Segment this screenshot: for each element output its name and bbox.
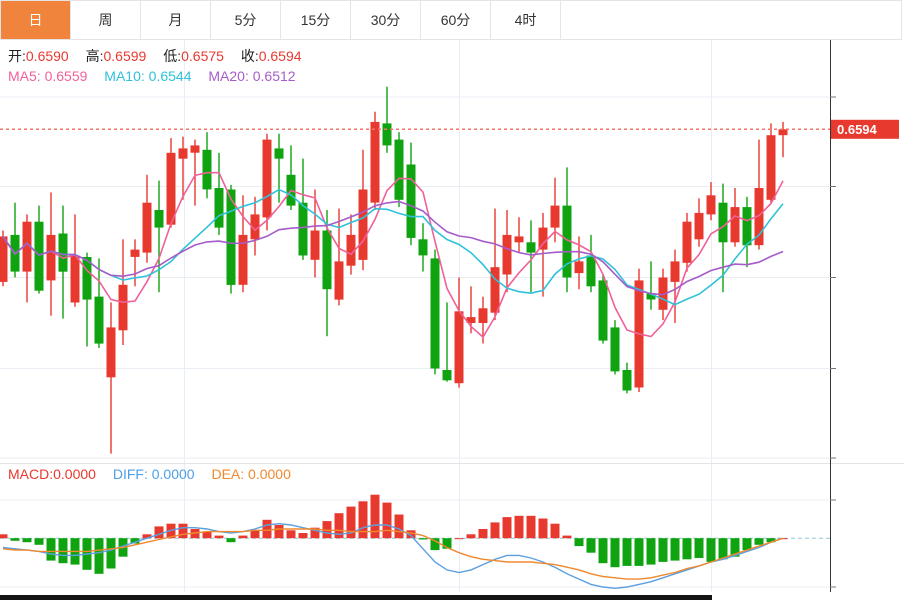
ma20-line [2,200,784,296]
last-price-tag: 0.6594 [831,119,899,139]
tab-week[interactable]: 周 [71,1,141,39]
tab-5min[interactable]: 5分 [211,1,281,39]
timeframe-tabbar: 日周月 5分 15分 30分 60分 4时 [0,0,902,40]
dea-line [2,528,784,580]
tab-60min[interactable]: 60分 [421,1,491,39]
price-axis: 0.66160.65550.64930.64310.63700.0029-0.0… [830,0,882,592]
tab-4hour[interactable]: 4时 [491,1,561,39]
tab-month[interactable]: 月 [141,1,211,39]
tab-day[interactable]: 日 [1,1,71,39]
tab-15min[interactable]: 15分 [281,1,351,39]
ma5-line [2,171,784,339]
diff-line [2,522,784,590]
candles-layer [0,86,788,454]
tab-30min[interactable]: 30分 [351,1,421,39]
svg-text:0.6594: 0.6594 [837,122,878,137]
h-scrollbar-thumb[interactable] [0,595,712,600]
ma10-line [2,188,784,306]
macd-histogram [0,494,788,574]
gridlines [0,40,904,592]
